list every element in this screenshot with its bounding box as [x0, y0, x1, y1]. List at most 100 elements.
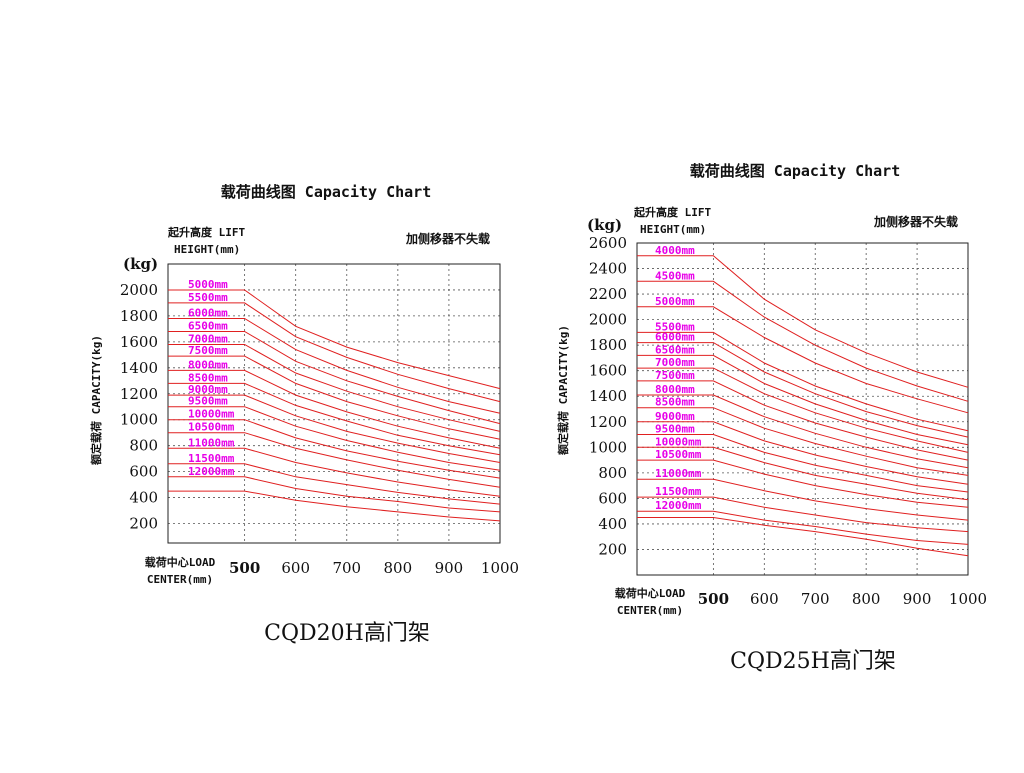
capacity-curve [637, 496, 969, 533]
y-tick-label: 400 [129, 489, 158, 507]
capacity-curve [168, 344, 501, 432]
lift-height-label: 7500mm [655, 369, 695, 382]
x-tick-label: 700 [801, 590, 830, 608]
capacity-curve [168, 355, 501, 440]
y-tick-label: 1400 [120, 359, 158, 377]
lift-height-label: 6500mm [655, 343, 695, 356]
capacity-curve [168, 331, 501, 425]
y-tick-label: 2200 [589, 285, 627, 303]
lift-height-label: 6500mm [188, 319, 228, 332]
lift-height-label: 10000mm [188, 408, 235, 421]
capacity-curve [637, 407, 969, 476]
capacity-curve [168, 447, 501, 497]
model-name: CQD20H高门架 [264, 621, 430, 646]
y-tick-label: 200 [129, 515, 158, 533]
lift-height-label: 11000mm [188, 436, 235, 449]
y-tick-label: 1800 [120, 307, 158, 325]
capacity-curve [168, 490, 501, 522]
lift-height-label: 6000mm [655, 331, 695, 344]
lift-height-label: 9000mm [655, 410, 695, 423]
capacity-curve [637, 367, 969, 453]
y-tick-label: 800 [598, 464, 627, 482]
capacity-curve [637, 394, 969, 469]
capacity-curve [168, 394, 501, 463]
y-tick-label: 2400 [589, 260, 627, 278]
lift-height-label: 12000mm [655, 499, 702, 512]
y-tick-label: 1600 [120, 333, 158, 351]
lift-height-label: 8000mm [655, 383, 695, 396]
x-tick-label: 600 [281, 559, 310, 577]
capacity-curve [168, 289, 501, 390]
capacity-curve [168, 476, 501, 513]
capacity-curve [637, 342, 969, 438]
lift-height-label: 4000mm [655, 244, 695, 257]
capacity-curve [168, 463, 501, 505]
lift-height-label: 4500mm [655, 269, 695, 282]
y-tick-label: 1400 [589, 387, 627, 405]
lift-height-label: 5500mm [188, 291, 228, 304]
y-tick-label: 400 [598, 515, 627, 533]
capacity-curve [168, 406, 501, 471]
capacity-curve [637, 434, 969, 493]
x-tick-label: 800 [852, 590, 881, 608]
lift-height-label: 10000mm [655, 435, 702, 448]
x-tick-label: 500 [698, 590, 729, 608]
lift-height-label: 10500mm [655, 448, 702, 461]
capacity-curve [637, 510, 969, 545]
x-tick-label: 700 [332, 559, 361, 577]
x-tick-label: 800 [384, 559, 413, 577]
x-axis-label: 载荷中心LOAD [615, 586, 686, 600]
y-axis-unit: (kg) [123, 255, 158, 273]
lift-height-label: 7500mm [188, 344, 228, 357]
capacity-curve [637, 354, 969, 446]
x-tick-label: 1000 [949, 590, 987, 608]
y-tick-label: 1000 [589, 438, 627, 456]
x-tick-label: 500 [229, 559, 260, 577]
capacity-curve [168, 432, 501, 488]
lift-height-label: 9500mm [655, 423, 695, 436]
plot-frame [167, 263, 501, 544]
y-tick-label: 600 [598, 489, 627, 507]
capacity-curve [637, 280, 969, 402]
capacity-curve [168, 369, 501, 449]
y-axis-unit: (kg) [587, 216, 622, 234]
capacity-curve [637, 459, 969, 508]
x-tick-label: 1000 [481, 559, 519, 577]
y-tick-label: 800 [129, 437, 158, 455]
sideshifter-note: 加侧移器不失载 [873, 214, 958, 229]
lift-height-label: 11000mm [655, 467, 702, 480]
capacity-curve [637, 255, 969, 388]
x-tick-label: 600 [750, 590, 779, 608]
capacity-curve [637, 478, 969, 521]
lift-height-label: 10500mm [188, 421, 235, 434]
lift-height-label: 11500mm [655, 485, 702, 498]
y-axis-label: 额定载荷 CAPACITY(kg) [89, 335, 103, 465]
lift-height-label: 12000mm [188, 465, 235, 478]
capacity-curve [637, 306, 969, 414]
chart-title: 载荷曲线图 Capacity Chart [690, 162, 900, 180]
capacity-curve [637, 446, 969, 501]
lift-height-unit: HEIGHT(mm) [640, 223, 706, 236]
lift-height-label: 8500mm [655, 396, 695, 409]
capacity-curve [168, 419, 501, 479]
lift-height-label: 5000mm [655, 295, 695, 308]
lift-height-unit: HEIGHT(mm) [174, 243, 240, 256]
lift-height-label: 6000mm [188, 307, 228, 320]
capacity-chart-2: 载荷曲线图 Capacity Chart 起升高度 LIFT HEIGHT(mm) 加… [556, 162, 987, 674]
lift-height-header: 起升高度 LIFT [633, 205, 711, 219]
y-tick-label: 2000 [120, 281, 158, 299]
chart-title: 载荷曲线图 Capacity Chart [221, 183, 431, 201]
y-tick-label: 1200 [120, 385, 158, 403]
x-tick-label: 900 [435, 559, 464, 577]
plot-frame [636, 242, 969, 576]
lift-height-label: 11500mm [188, 452, 235, 465]
x-axis-label-unit: CENTER(mm) [147, 573, 213, 586]
lift-height-header: 起升高度 LIFT [167, 225, 245, 239]
y-tick-label: 200 [598, 540, 627, 558]
capacity-curve [637, 421, 969, 485]
lift-height-label: 8500mm [188, 371, 228, 384]
y-tick-label: 1000 [120, 411, 158, 429]
capacity-curve [168, 302, 501, 403]
capacity-curve [168, 382, 501, 456]
